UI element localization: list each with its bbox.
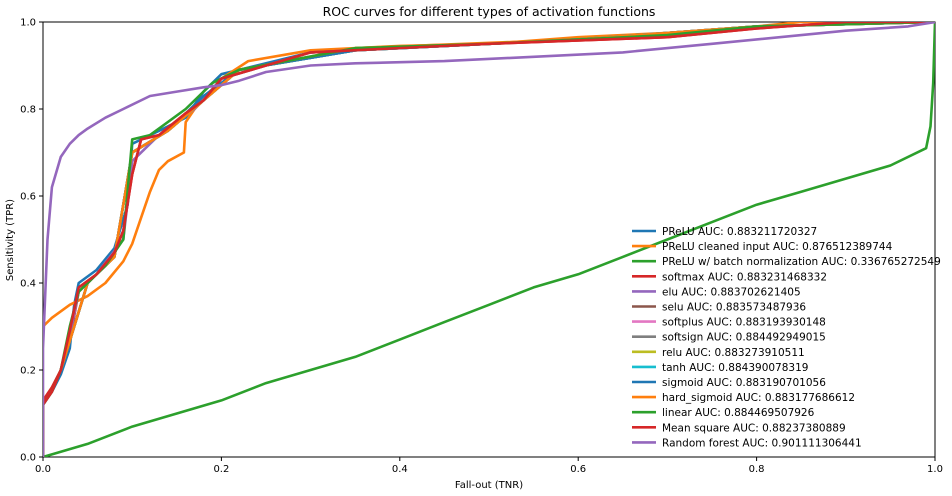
legend-entry: relu AUC: 0.883273910511 <box>662 347 805 359</box>
y-tick-label: 0.0 <box>20 453 36 464</box>
legend-entry: PReLU cleaned input AUC: 0.876512389744 <box>662 241 893 253</box>
y-axis-ticks: 0.0 0.2 0.4 0.6 0.8 1.0 <box>20 18 43 464</box>
x-axis-label: Fall-out (TNR) <box>455 480 523 491</box>
x-tick-label: 0.0 <box>35 464 51 475</box>
legend-entry: hard_sigmoid AUC: 0.883177686612 <box>662 392 855 404</box>
legend: PReLU AUC: 0.883211720327 PReLU cleaned i… <box>632 226 941 449</box>
legend-entry: Random forest AUC: 0.901111306441 <box>662 437 862 449</box>
y-tick-label: 0.4 <box>20 279 36 290</box>
x-tick-label: 0.6 <box>570 464 586 475</box>
y-tick-label: 1.0 <box>20 18 36 29</box>
legend-entry: linear AUC: 0.884469507926 <box>662 407 815 419</box>
plot-area: 0.0 0.2 0.4 0.6 0.8 1.0 0.0 0.2 0.4 0.6 0.8 1.0 <box>20 18 943 476</box>
series-line-13 <box>43 22 935 457</box>
plot-frame <box>42 21 936 458</box>
x-tick-label: 1.0 <box>927 464 943 475</box>
series-line-14 <box>43 22 935 457</box>
x-tick-label: 0.8 <box>749 464 765 475</box>
legend-entry: softsign AUC: 0.884492949015 <box>662 332 826 344</box>
x-axis-ticks: 0.0 0.2 0.4 0.6 0.8 1.0 <box>35 457 943 475</box>
legend-entry: elu AUC: 0.883702621405 <box>662 286 801 298</box>
series-line-1 <box>43 22 935 328</box>
legend-entry: selu AUC: 0.883573487936 <box>662 302 806 314</box>
legend-entry: PReLU AUC: 0.883211720327 <box>662 226 817 238</box>
legend-entry: softmax AUC: 0.883231468332 <box>662 271 827 283</box>
y-axis-label: Sensitivity (TPR) <box>5 199 16 281</box>
series-layer <box>43 22 935 457</box>
chart-title: ROC curves for different types of activa… <box>323 4 656 19</box>
y-tick-label: 0.2 <box>20 366 36 377</box>
legend-entry: tanh AUC: 0.884390078319 <box>662 362 808 374</box>
series-line-2 <box>43 22 935 457</box>
legend-entry: Mean square AUC: 0.88237380889 <box>662 422 846 434</box>
legend-entry: softplus AUC: 0.883193930148 <box>662 317 826 329</box>
y-tick-label: 0.8 <box>20 105 36 116</box>
y-tick-label: 0.6 <box>20 192 36 203</box>
legend-entry: sigmoid AUC: 0.883190701056 <box>662 377 826 389</box>
legend-entry: PReLU w/ batch normalization AUC: 0.3367… <box>662 256 941 268</box>
x-tick-label: 0.2 <box>213 464 229 475</box>
x-tick-label: 0.4 <box>392 464 408 475</box>
